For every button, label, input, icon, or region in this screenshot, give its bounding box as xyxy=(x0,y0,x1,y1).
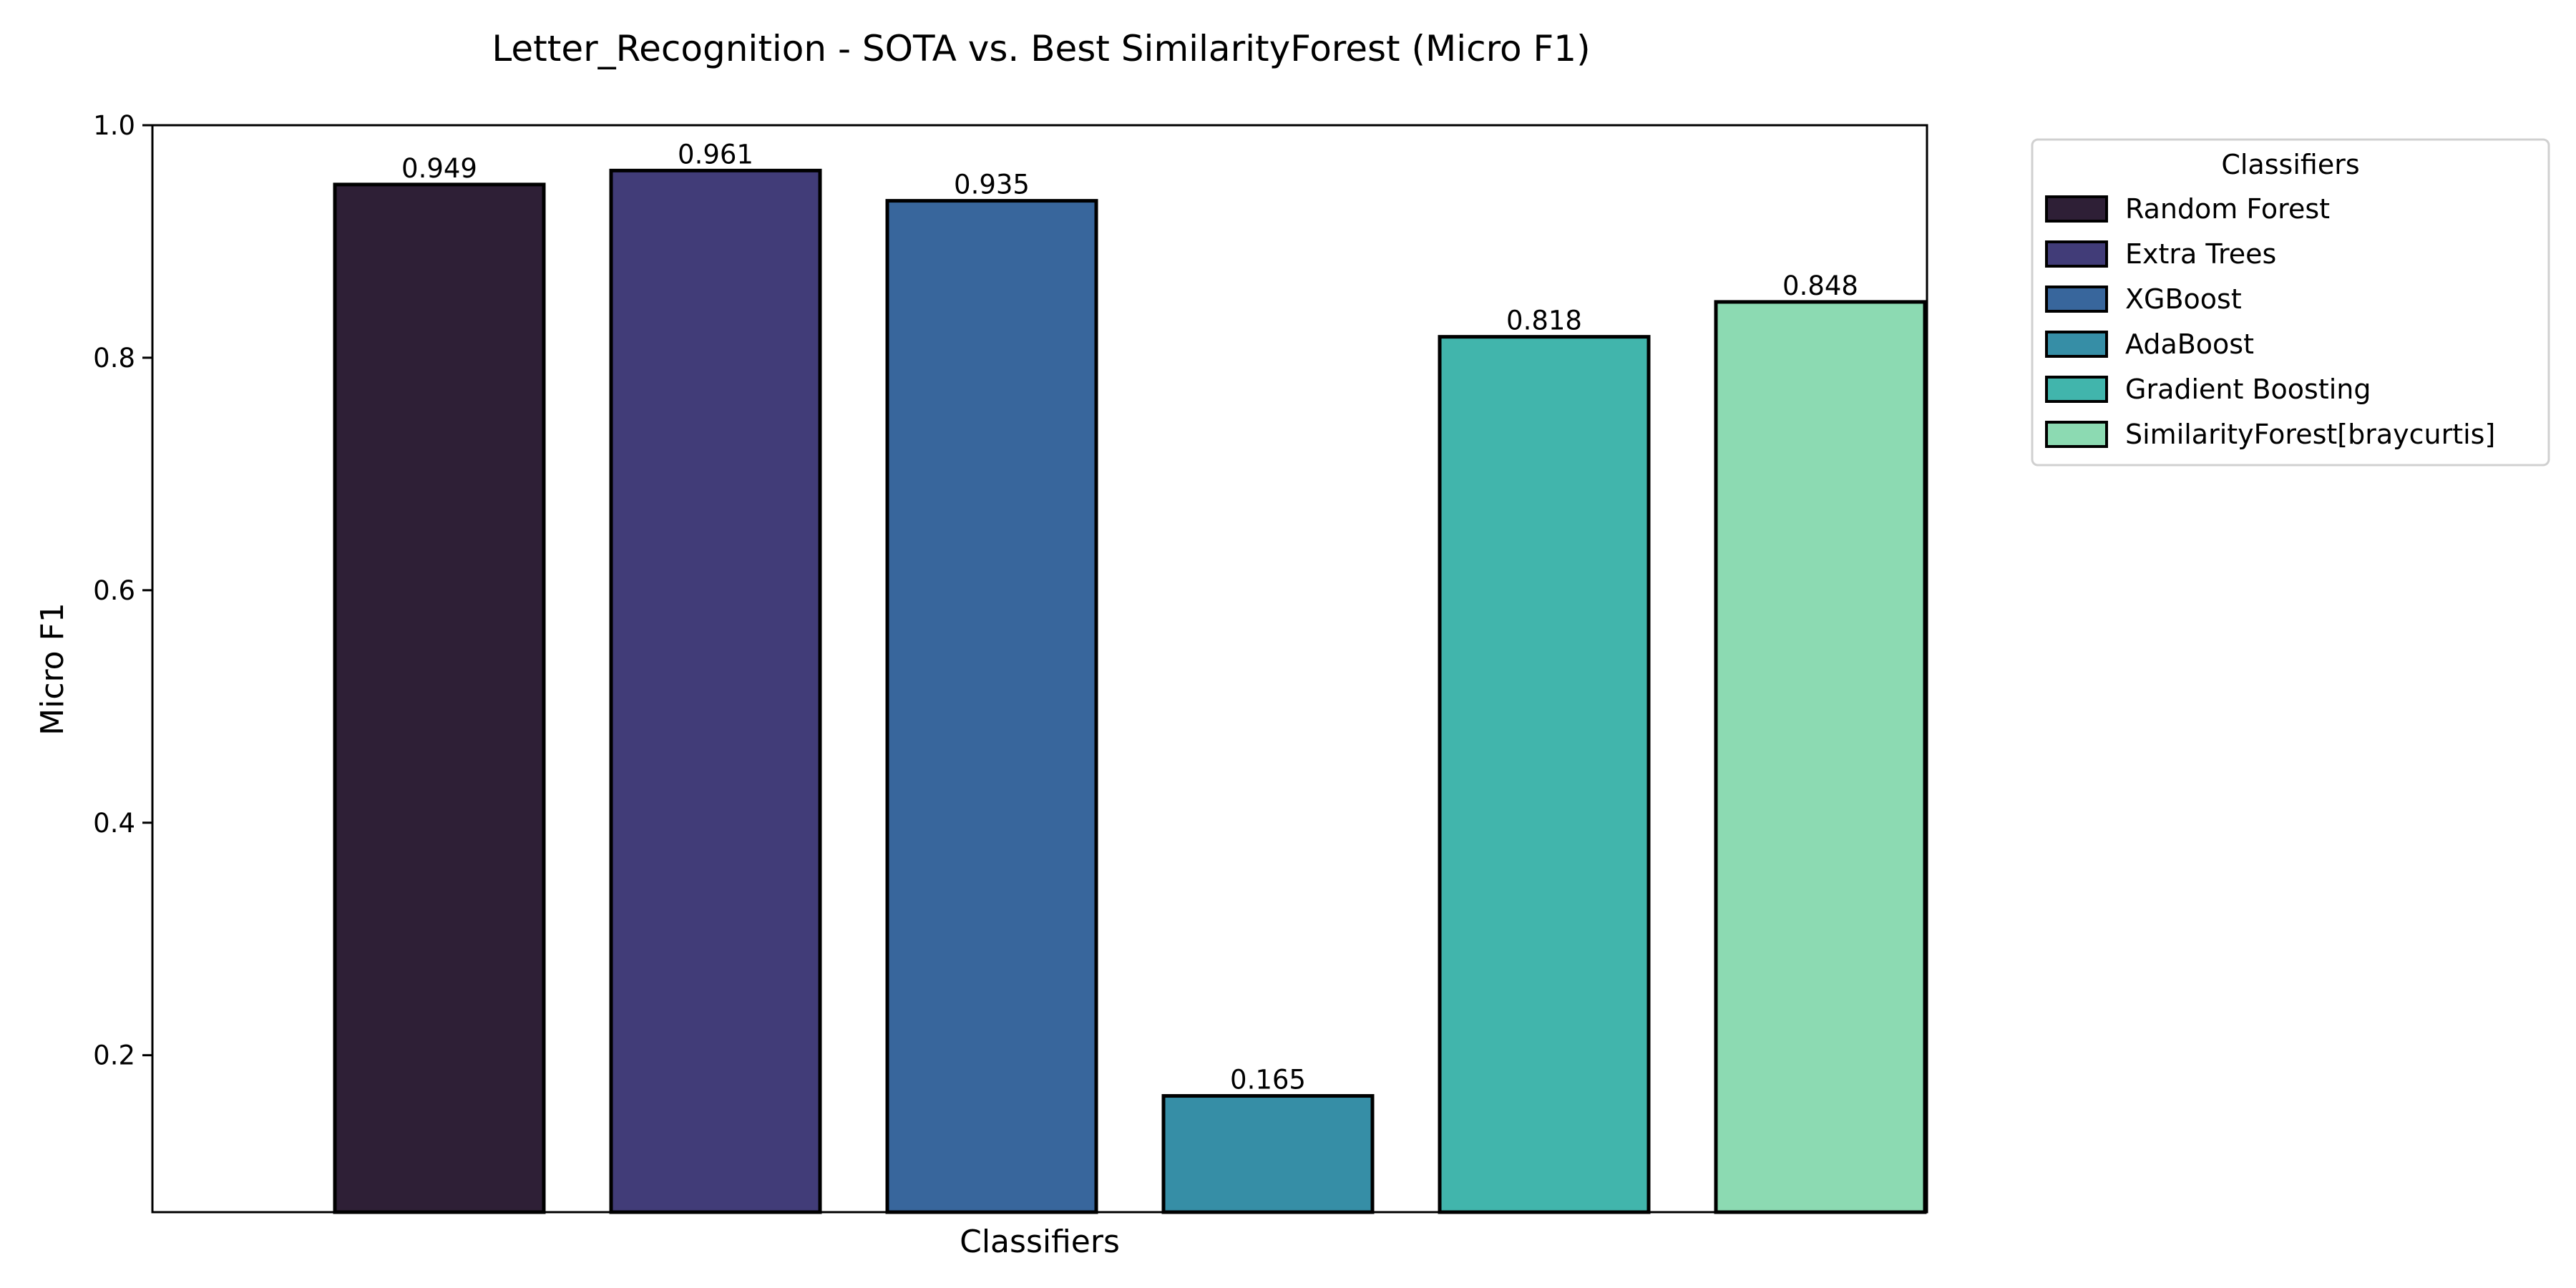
bar-similarityforest-braycurtis xyxy=(1714,300,1927,1214)
y-axis-label: Micro F1 xyxy=(34,602,71,736)
y-tick-label: 0.8 xyxy=(93,343,135,374)
y-tick-label: 0.2 xyxy=(93,1040,135,1071)
y-tick-label: 0.4 xyxy=(93,808,135,839)
legend-swatch xyxy=(2045,331,2108,358)
y-tick-label: 0.6 xyxy=(93,575,135,606)
plot-area: 0.2 0.4 0.6 0.8 1.0 0.949 0.961 0.935 0.165 0.81… xyxy=(93,110,1928,1214)
legend-swatch xyxy=(2045,240,2108,268)
x-axis-label: Classifiers xyxy=(960,1224,1120,1260)
bar-xgboost xyxy=(885,199,1098,1214)
legend-swatch xyxy=(2045,376,2108,403)
bar-value-label: 0.935 xyxy=(954,170,1030,200)
bar-adaboost xyxy=(1161,1094,1375,1214)
bar-value-label: 0.961 xyxy=(678,139,753,170)
bar-value-label: 0.848 xyxy=(1782,270,1858,301)
bar-value-labels: 0.949 0.961 0.935 0.165 0.818 0.848 xyxy=(401,139,1858,1095)
bar-random-forest xyxy=(333,182,546,1214)
bar-extra-trees xyxy=(609,168,822,1214)
bar-value-label: 0.949 xyxy=(401,153,477,184)
legend: Classifiers Random Forest Extra Trees XGBo… xyxy=(2031,138,2550,467)
legend-title: Classifiers xyxy=(2221,149,2359,180)
legend-label: Random Forest xyxy=(2125,193,2330,225)
legend-swatch xyxy=(2045,421,2108,448)
legend-swatch xyxy=(2045,286,2108,313)
legend-label: XGBoost xyxy=(2125,283,2242,315)
bars xyxy=(333,168,1927,1214)
bar-value-label: 0.818 xyxy=(1506,306,1582,336)
legend-label: Extra Trees xyxy=(2125,238,2276,270)
legend-label: AdaBoost xyxy=(2125,328,2254,360)
bar-gradient-boosting xyxy=(1438,335,1651,1214)
chart-title: Letter_Recognition - SOTA vs. Best Simil… xyxy=(492,28,1590,69)
legend-swatch xyxy=(2045,195,2108,223)
y-axis: 0.2 0.4 0.6 0.8 1.0 xyxy=(93,110,152,1071)
legend-items: Random Forest Extra Trees XGBoost AdaBoost G… xyxy=(2045,193,2495,450)
legend-frame xyxy=(2031,138,2550,467)
y-tick-label: 1.0 xyxy=(93,110,135,141)
legend-label: SimilarityForest[braycurtis] xyxy=(2125,419,2495,450)
bar-value-label: 0.165 xyxy=(1230,1065,1306,1096)
legend-label: Gradient Boosting xyxy=(2125,374,2371,405)
